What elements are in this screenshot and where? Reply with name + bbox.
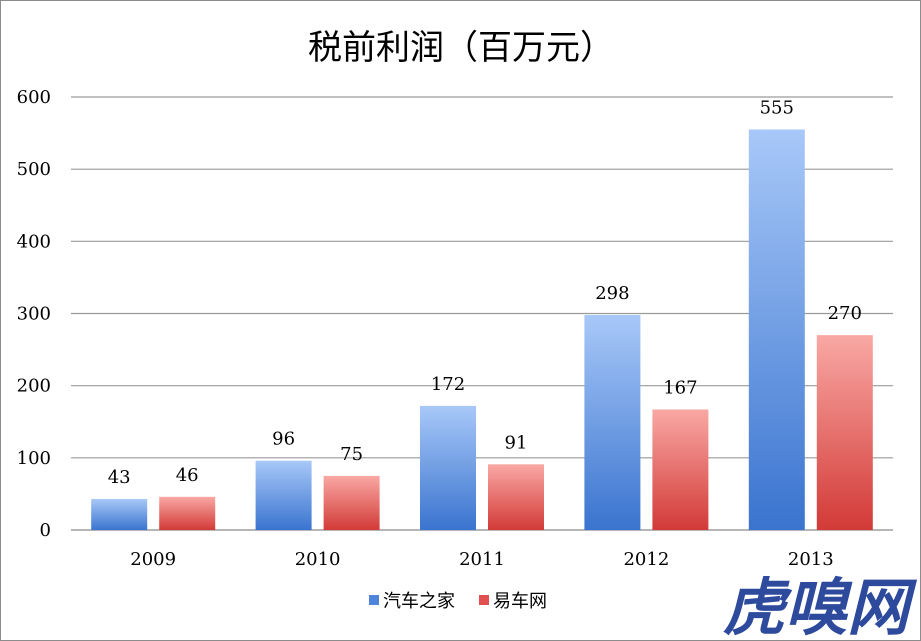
data-label: 555 <box>760 97 794 118</box>
bars <box>91 129 873 530</box>
data-label: 43 <box>108 467 131 488</box>
bar-series-1 <box>420 405 476 530</box>
watermark-logo: 虎嗅网 <box>723 571 918 640</box>
data-label: 298 <box>595 283 629 304</box>
bar-series-2 <box>159 496 216 530</box>
data-label: 46 <box>176 465 199 486</box>
bar-series-2 <box>652 409 709 530</box>
legend-label: 汽车之家 <box>383 591 455 612</box>
bar-series-1 <box>255 460 312 530</box>
y-axis-ticks: 0 100 200 300 400 500 600 <box>17 87 51 541</box>
bar-series-2 <box>816 335 873 530</box>
y-tick-label: 500 <box>17 159 51 180</box>
bar-series-2 <box>323 475 380 530</box>
data-label: 75 <box>340 444 363 465</box>
bar-series-1 <box>748 129 805 530</box>
bar-series-1 <box>91 498 148 530</box>
data-label: 96 <box>272 429 295 450</box>
data-label: 270 <box>828 303 862 324</box>
y-tick-label: 200 <box>17 376 51 397</box>
x-category-label: 2011 <box>459 549 505 570</box>
x-category-label: 2012 <box>623 549 669 570</box>
data-label: 167 <box>663 377 697 398</box>
x-category-label: 2010 <box>295 549 341 570</box>
y-tick-label: 400 <box>17 231 51 252</box>
data-label: 172 <box>431 374 465 395</box>
x-category-label: 2009 <box>130 549 176 570</box>
bar-series-2 <box>488 464 544 530</box>
legend-swatch <box>479 595 489 605</box>
x-category-label: 2013 <box>788 549 834 570</box>
legend-label: 易车网 <box>493 591 547 612</box>
legend: 汽车之家 易车网 <box>369 591 547 612</box>
bar-series-1 <box>584 314 641 530</box>
data-labels: 43 46 96 75 172 91 298 167 555 270 <box>108 97 862 487</box>
x-axis-categories: 2009 2010 2011 2012 2013 <box>130 549 833 570</box>
chart-title: 税前利润（百万元） <box>308 28 614 68</box>
legend-swatch <box>369 595 379 605</box>
y-tick-label: 100 <box>17 448 51 469</box>
y-tick-label: 600 <box>17 87 51 108</box>
y-tick-label: 0 <box>40 520 51 541</box>
data-label: 91 <box>505 432 528 453</box>
y-tick-label: 300 <box>17 304 51 325</box>
gridlines <box>71 96 893 531</box>
